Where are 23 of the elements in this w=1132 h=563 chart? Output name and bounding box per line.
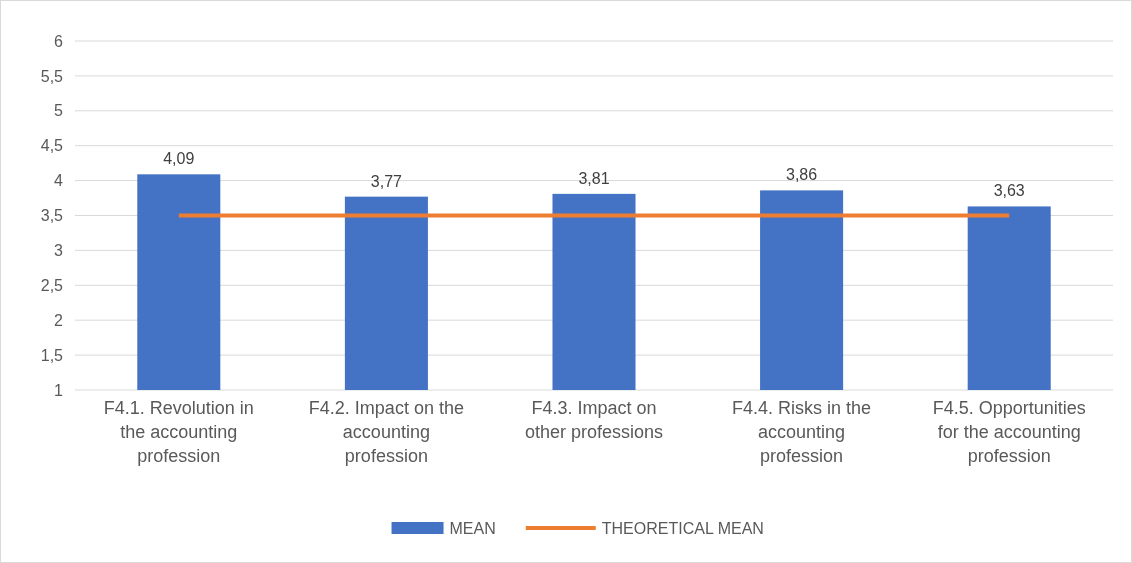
y-tick-label: 5 (54, 102, 64, 120)
y-tick-label: 2,5 (40, 276, 64, 294)
y-tick-label: 6 (54, 32, 64, 50)
legend-label: THEORETICAL MEAN (601, 519, 764, 537)
data-label: 4,09 (163, 150, 195, 168)
y-tick-label: 4 (54, 172, 64, 190)
data-label: 3,63 (993, 182, 1025, 200)
y-tick-label: 1,5 (40, 346, 64, 364)
data-label: 3,86 (786, 166, 818, 184)
data-label: 3,77 (370, 172, 403, 190)
x-tick-label: F4.1. Revolution in the accounting profession (103, 398, 254, 466)
x-tick-label: F4.2. Impact on the accounting profession (308, 398, 464, 466)
x-tick-label: F4.4. Risks in the accounting profession (732, 398, 872, 466)
y-tick-label: 2 (54, 311, 64, 329)
x-tick-label: F4.5. Opportunities for the accounting profession (932, 398, 1086, 466)
y-tick-label: 4,5 (40, 137, 64, 155)
y-tick-label: 3,5 (40, 207, 64, 225)
y-tick-label: 3 (54, 242, 64, 259)
x-tick-label: F4.3. Impact on other professions (524, 398, 664, 442)
legend-label: MEAN (449, 519, 496, 537)
y-tick-label: 5,5 (40, 67, 64, 85)
y-tick-label: 1 (54, 381, 64, 399)
data-label: 3,81 (578, 169, 610, 187)
